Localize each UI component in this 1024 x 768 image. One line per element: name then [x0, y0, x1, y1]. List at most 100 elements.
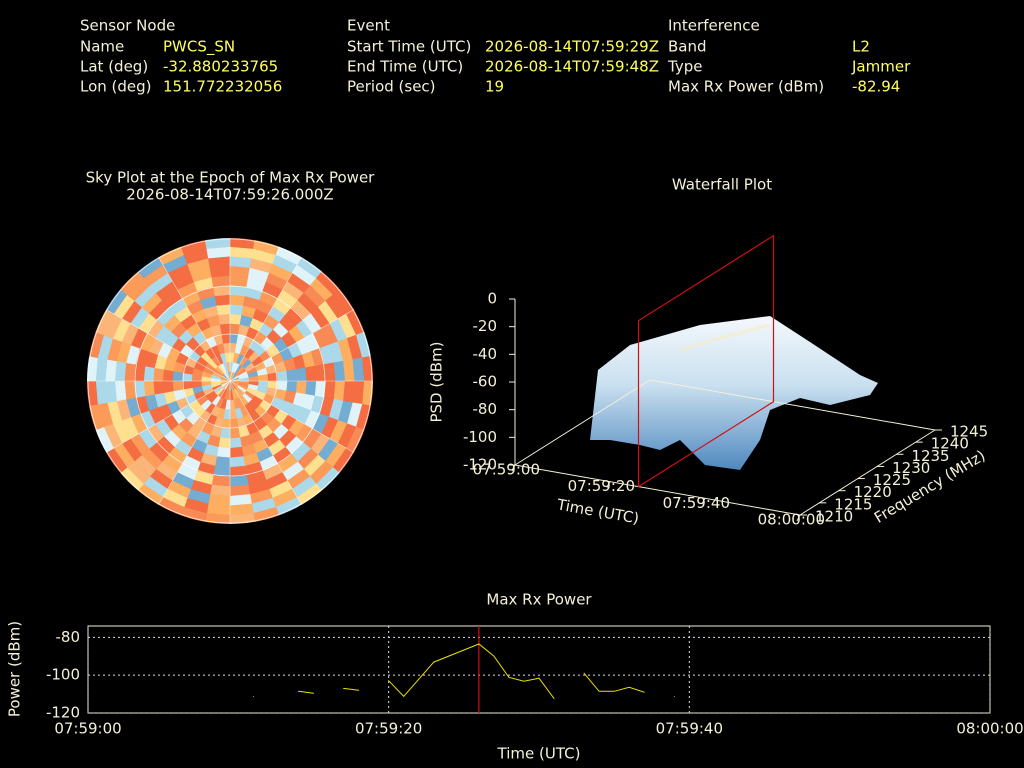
time-tick-label: 07:59:00: [473, 461, 540, 479]
x-tick-label: 08:00:00: [956, 720, 1023, 738]
field-label: Type: [667, 58, 702, 76]
time-tick: [511, 464, 516, 472]
frequency-tick-label: 1235: [911, 447, 949, 465]
sky-cell: [124, 380, 136, 400]
chart-title: Sky Plot at the Epoch of Max Rx Power: [86, 169, 376, 187]
sky-cell: [305, 365, 317, 382]
frequency-axis: [799, 429, 936, 516]
z-tick-label: -80: [473, 400, 498, 418]
sky-cell: [229, 446, 244, 459]
epoch-plane: [637, 234, 775, 488]
sky-cell: [219, 323, 231, 334]
y-tick-label: -100: [46, 666, 80, 684]
plot-frame: [87, 625, 991, 714]
sky-cell: [211, 475, 231, 487]
section-title: Interference: [668, 17, 760, 35]
sky-cell: [143, 365, 155, 382]
field-label: Lon (deg): [80, 78, 152, 96]
sky-cell: [218, 437, 231, 449]
x-tick-label: 07:59:20: [355, 720, 422, 738]
x-tick-label: 07:59:40: [656, 720, 723, 738]
sky-cell: [216, 303, 231, 316]
back-axis: [514, 379, 651, 466]
sky-spoke: [106, 380, 231, 453]
time-tick-label: 07:59:40: [663, 494, 730, 512]
y-tick-label: -80: [56, 628, 81, 646]
field-label: Period (sec): [347, 78, 436, 96]
sky-cell: [162, 369, 174, 382]
field-label: Start Time (UTC): [347, 38, 471, 56]
time-tick: [701, 498, 706, 505]
section-title: Sensor Node: [80, 17, 175, 35]
z-tick-label: -60: [473, 373, 498, 391]
x-axis-label: Time (UTC): [555, 495, 641, 527]
sky-cell: [229, 275, 249, 287]
sky-cell: [324, 362, 336, 382]
y-tick-label: -120: [46, 704, 80, 722]
back-axis: [649, 379, 936, 431]
section-title: Event: [347, 17, 390, 35]
sky-spoke: [229, 380, 354, 453]
z-tick-label: -120: [463, 456, 497, 474]
y-axis-label: Power (dBm): [6, 621, 24, 717]
x-tick-label: 07:59:00: [54, 720, 121, 738]
time-tick: [796, 514, 801, 522]
chart-title: Max Rx Power: [486, 591, 592, 609]
sky-cell: [214, 294, 231, 306]
frequency-tick-label: 1245: [950, 423, 988, 441]
field-label: Band: [668, 38, 707, 56]
frequency-tick-label: 1225: [873, 471, 911, 489]
frequency-tick-label: 1215: [834, 495, 872, 513]
frequency-tick-label: 1230: [892, 459, 930, 477]
z-tick-label: -20: [473, 317, 498, 335]
sky-spoke: [229, 257, 302, 382]
sky-cell: [229, 437, 242, 449]
field-value: 19: [485, 78, 504, 96]
sky-spoke: [229, 380, 302, 505]
sky-cell: [229, 303, 244, 316]
x-axis-label: Time (UTC): [497, 745, 581, 763]
sky-cell: [286, 369, 298, 382]
sky-cell: [229, 456, 246, 468]
field-label: Name: [80, 38, 124, 56]
field-value: -32.880233765: [163, 58, 278, 76]
field-value: 2026-08-14T07:59:29Z: [485, 38, 659, 56]
sky-cell: [286, 380, 298, 393]
chart-title: Waterfall Plot: [672, 176, 772, 194]
frequency-tick-label: 1240: [931, 435, 969, 453]
z-tick-label: -40: [473, 345, 498, 363]
sky-cell: [295, 367, 308, 382]
time-tick-label: 08:00:00: [758, 511, 825, 529]
field-value: Jammer: [851, 58, 911, 76]
sky-cell: [124, 362, 136, 382]
sky-cell: [218, 313, 231, 325]
waterfall-surface: [590, 316, 878, 470]
sky-cell: [229, 313, 242, 325]
field-value: -82.94: [852, 78, 900, 96]
time-tick-label: 07:59:20: [568, 477, 635, 495]
field-label: End Time (UTC): [347, 58, 463, 76]
sky-spoke: [158, 257, 231, 382]
sky-cell: [229, 294, 246, 306]
frequency-tick-label: 1210: [815, 508, 853, 526]
sky-cell: [172, 380, 183, 392]
sky-cell: [295, 380, 308, 395]
chart-subtitle: 2026-08-14T07:59:26.000Z: [126, 186, 333, 204]
sky-spoke: [229, 309, 354, 382]
sky-cell: [324, 380, 336, 400]
z-tick-label: 0: [487, 290, 497, 308]
sky-cell: [211, 275, 231, 287]
time-tick: [606, 481, 611, 488]
field-value: 151.772232056: [163, 78, 282, 96]
field-label: Lat (deg): [80, 58, 148, 76]
sky-cell: [305, 380, 317, 397]
sky-cell: [143, 380, 155, 397]
sky-cell: [152, 367, 165, 382]
sky-spoke: [106, 309, 231, 382]
sky-cell: [162, 380, 174, 393]
sky-cell: [216, 446, 231, 459]
time-axis: [514, 464, 801, 516]
sky-cell: [214, 456, 231, 468]
